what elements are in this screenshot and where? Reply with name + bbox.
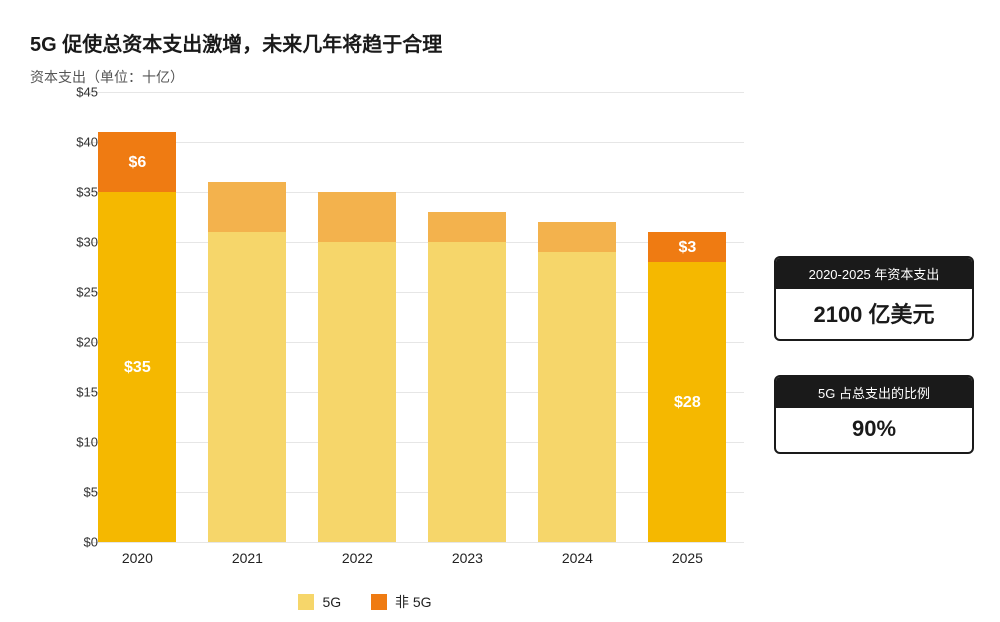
callout-5g-share-label: 5G 占总支出的比例: [776, 377, 972, 408]
bar-seg-5g: [208, 232, 286, 542]
callout-capex: 2020-2025 年资本支出 2100 亿美元: [774, 256, 974, 341]
bar-seg-non5g: [208, 182, 286, 232]
callout-capex-label: 2020-2025 年资本支出: [776, 258, 972, 289]
callout-5g-share-value: 90%: [776, 408, 972, 452]
bar-2020: $35 $6: [98, 92, 176, 542]
bar-value-label: $6: [98, 154, 176, 172]
bar-value-label: $3: [648, 239, 726, 257]
bar-2021: [208, 92, 286, 542]
plot-area: $35 $6 $28 $3: [84, 92, 744, 542]
bar-2022: [318, 92, 396, 542]
page-subtitle: 资本支出（单位：十亿）: [30, 67, 970, 87]
bar-seg-5g: [428, 242, 506, 542]
legend-swatch-non5g: [371, 594, 387, 610]
callouts: 2020-2025 年资本支出 2100 亿美元 5G 占总支出的比例 90%: [774, 256, 974, 454]
x-tick-label: 2021: [208, 550, 286, 566]
gridline: [84, 442, 744, 443]
gridline: [84, 292, 744, 293]
page-title: 5G 促使总资本支出激增，未来几年将趋于合理: [30, 28, 970, 57]
x-tick-label: 2024: [538, 550, 616, 566]
chart-container: 5G 促使总资本支出激增，未来几年将趋于合理 资本支出（单位：十亿） $35$6…: [0, 0, 1000, 622]
x-tick-label: 2022: [318, 550, 396, 566]
bar-seg-5g: [538, 252, 616, 542]
gridline: [84, 542, 744, 543]
legend: 5G 非 5G: [0, 592, 730, 622]
callout-capex-value: 2100 亿美元: [776, 289, 972, 339]
gridline: [84, 192, 744, 193]
gridline: [84, 242, 744, 243]
bar-2025: $28 $3: [648, 92, 726, 542]
y-tick-label: $45: [54, 85, 98, 100]
bar-value-label: $35: [98, 359, 176, 377]
bar-seg-non5g: [538, 222, 616, 252]
legend-swatch-5g: [298, 594, 314, 610]
y-tick-label: $5: [54, 485, 98, 500]
bar-2023: [428, 92, 506, 542]
x-tick-label: 2025: [648, 550, 726, 566]
y-tick-label: $40: [54, 135, 98, 150]
chart-area: $35$6$28$3 $0$5$10$15$20$25$30$35$40$45 …: [36, 92, 766, 572]
y-tick-label: $0: [54, 535, 98, 550]
legend-label-non5g: 非 5G: [395, 592, 432, 612]
callout-5g-share: 5G 占总支出的比例 90%: [774, 375, 974, 454]
y-tick-label: $10: [54, 435, 98, 450]
y-tick-label: $30: [54, 235, 98, 250]
y-tick-label: $20: [54, 335, 98, 350]
bar-value-label: $28: [648, 394, 726, 412]
x-tick-label: 2023: [428, 550, 506, 566]
gridline: [84, 342, 744, 343]
bar-seg-5g: [318, 242, 396, 542]
gridline: [84, 92, 744, 93]
y-tick-label: $35: [54, 185, 98, 200]
y-tick-label: $25: [54, 285, 98, 300]
bar-seg-non5g: [428, 212, 506, 242]
gridline: [84, 492, 744, 493]
bar-2024: [538, 92, 616, 542]
legend-item-non5g: 非 5G: [371, 592, 432, 612]
y-tick-label: $15: [54, 385, 98, 400]
x-tick-label: 2020: [98, 550, 176, 566]
bar-seg-non5g: [318, 192, 396, 242]
legend-label-5g: 5G: [322, 594, 341, 610]
gridline: [84, 142, 744, 143]
legend-item-5g: 5G: [298, 594, 341, 610]
gridline: [84, 392, 744, 393]
